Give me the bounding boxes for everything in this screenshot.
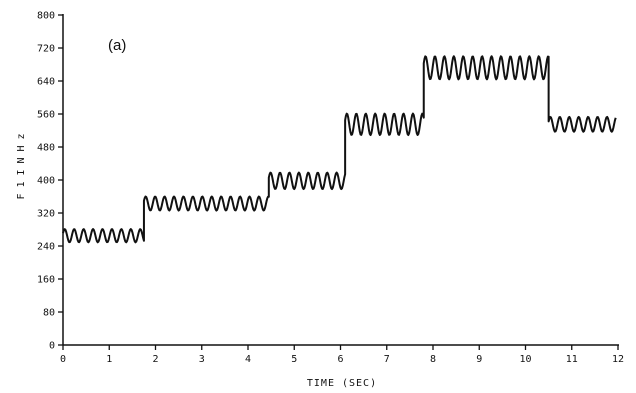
- x-tick-label: 10: [519, 354, 531, 365]
- y-tick-label: 800: [37, 11, 55, 22]
- x-tick-label: 8: [430, 354, 436, 365]
- y-tick-label: 480: [37, 143, 55, 154]
- y-tick-label: 560: [37, 110, 55, 121]
- x-axis-title: TIME (SEC): [307, 378, 377, 389]
- x-tick-label: 3: [199, 354, 205, 365]
- x-tick-label: 4: [245, 354, 251, 365]
- x-axis: 0 1 2 3 4 5 6 7 8 9 10 11 12: [60, 344, 624, 365]
- y-tick-label: 160: [37, 275, 55, 286]
- x-tick-label: 6: [337, 354, 343, 365]
- series-line: [62, 55, 617, 244]
- x-tick-label: 11: [566, 354, 578, 365]
- y-axis-title-glyph: F: [16, 192, 27, 199]
- y-axis-title-glyph: I: [16, 168, 27, 175]
- x-tick-label: 7: [384, 354, 390, 365]
- panel-label: (a): [108, 37, 126, 54]
- x-tick-label: 12: [612, 354, 624, 365]
- y-axis-title-glyph: 1: [16, 180, 27, 187]
- x-tick-label: 9: [476, 354, 482, 365]
- y-tick-label: 640: [37, 77, 55, 88]
- y-tick-label: 320: [37, 209, 55, 220]
- y-tick-label: 400: [37, 176, 55, 187]
- y-axis-title-glyph: N: [16, 156, 27, 163]
- x-tick-label: 0: [60, 354, 66, 365]
- y-tick-label: 0: [49, 341, 55, 352]
- x-tick-label: 2: [152, 354, 158, 365]
- y-tick-label: 720: [37, 44, 55, 55]
- y-axis-title-glyph: z: [16, 132, 27, 139]
- y-axis-title-glyph: H: [16, 144, 27, 151]
- y-tick-label: 240: [37, 242, 55, 253]
- y-axis: 0 80 160 240 320 400 480 560 640 720 800: [37, 11, 64, 352]
- y-tick-label: 80: [43, 308, 55, 319]
- x-tick-label: 5: [291, 354, 297, 365]
- x-tick-label: 1: [106, 354, 112, 365]
